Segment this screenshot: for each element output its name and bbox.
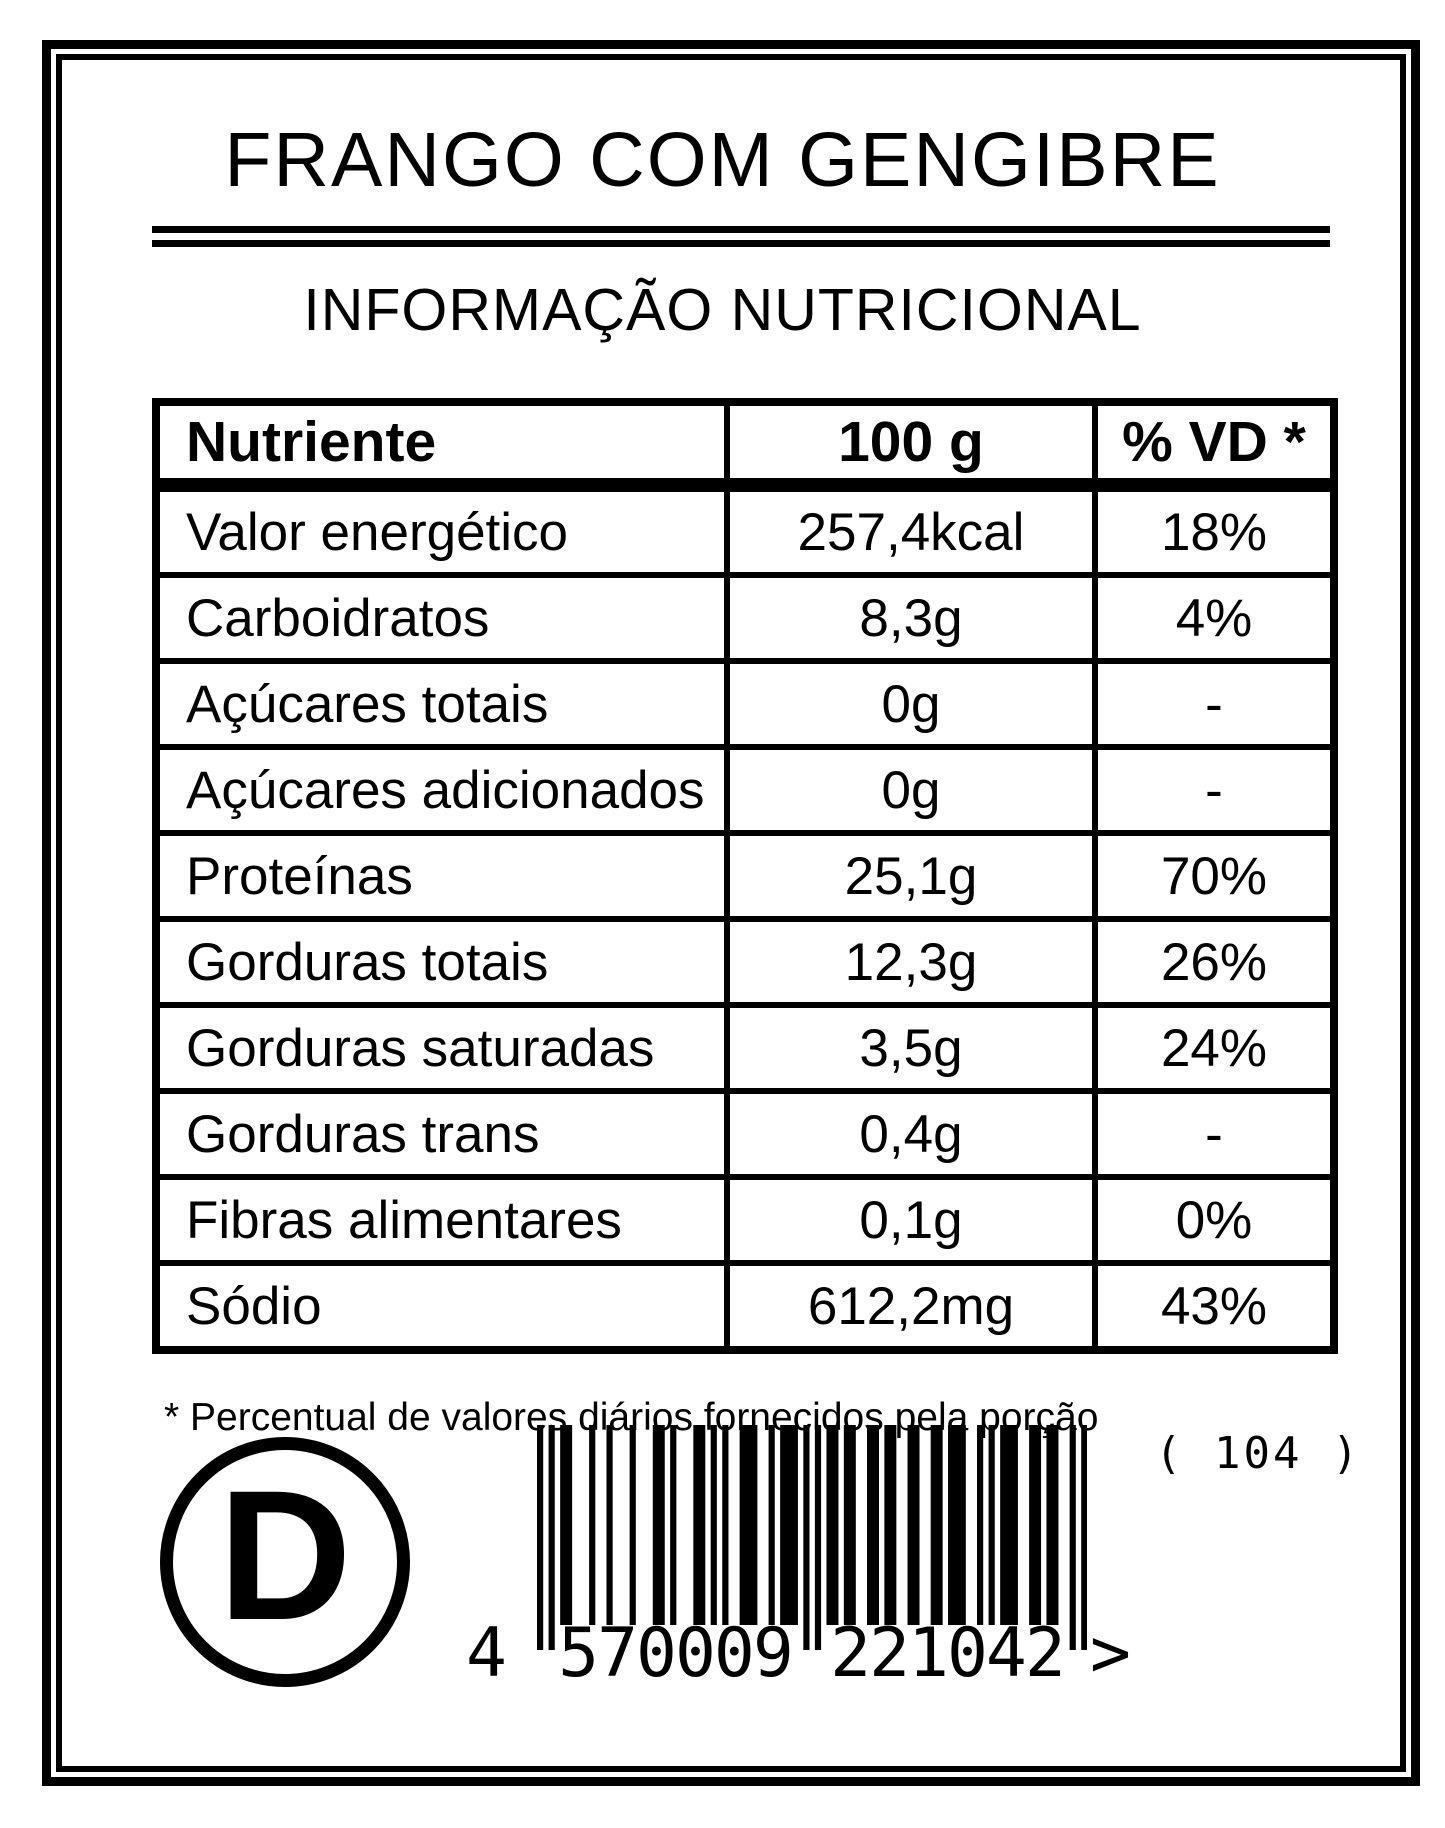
cell-nutrient: Valor energético <box>153 482 730 578</box>
table-row: Valor energético 257,4kcal 18% <box>153 482 1337 578</box>
barcode-digit-right-group: 221042 <box>830 1614 1066 1693</box>
d-mark-letter: D <box>218 1452 352 1659</box>
table-row: Gorduras totais 12,3g 26% <box>153 916 1337 1008</box>
header-daily-value: % VD * <box>1092 399 1337 492</box>
cell-amount: 612,2mg <box>724 1260 1098 1353</box>
header-row: Nutriente 100 g % VD * <box>153 399 1337 492</box>
label-frame-inner <box>56 54 1406 1772</box>
barcode-suffix: > <box>1090 1614 1131 1693</box>
cell-nutrient: Gorduras totais <box>153 916 730 1008</box>
product-title: FRANGO COM GENGIBRE <box>224 117 1221 203</box>
cell-amount: 12,3g <box>724 916 1098 1008</box>
barcode-bars <box>537 1425 1087 1650</box>
cell-amount: 3,5g <box>724 1002 1098 1094</box>
nutrition-table: Nutriente 100 g % VD * Valor energético 2… <box>152 398 1338 1354</box>
divider-line-top <box>152 226 1330 233</box>
cell-daily-value: 43% <box>1092 1260 1337 1353</box>
cell-amount: 0,1g <box>724 1174 1098 1266</box>
table-row: Açúcares adicionados 0g - <box>153 744 1337 836</box>
cell-daily-value: 0% <box>1092 1174 1337 1266</box>
cell-amount: 0g <box>724 658 1098 750</box>
cell-nutrient: Açúcares adicionados <box>153 744 730 836</box>
divider-line-bottom <box>152 240 1330 247</box>
table-row: Proteínas 25,1g 70% <box>153 830 1337 922</box>
header-amount: 100 g <box>724 399 1098 492</box>
cell-daily-value: 24% <box>1092 1002 1337 1094</box>
table-row: Gorduras trans 0,4g - <box>153 1088 1337 1180</box>
d-mark-circle: D <box>160 1437 410 1687</box>
cell-amount: 25,1g <box>724 830 1098 922</box>
cell-amount: 8,3g <box>724 572 1098 664</box>
label-frame-outer <box>42 40 1420 1786</box>
side-code: ( 104 ) <box>1155 1428 1362 1479</box>
nutrition-table-header: Nutriente 100 g % VD * <box>153 399 1337 492</box>
nutrition-table-body: Valor energético 257,4kcal 18% Carboidratos… <box>153 482 1337 1353</box>
divider-gap <box>152 233 1330 240</box>
cell-daily-value: 26% <box>1092 916 1337 1008</box>
barcode-digit-left-group: 570009 <box>558 1614 794 1693</box>
cell-daily-value: 70% <box>1092 830 1337 922</box>
table-row: Sódio 612,2mg 43% <box>153 1260 1337 1353</box>
table-row: Fibras alimentares 0,1g 0% <box>153 1174 1337 1266</box>
cell-daily-value: - <box>1092 658 1337 750</box>
cell-nutrient: Açúcares totais <box>153 658 730 750</box>
title-divider <box>152 226 1330 247</box>
table-row: Açúcares totais 0g - <box>153 658 1337 750</box>
cell-daily-value: - <box>1092 744 1337 836</box>
cell-amount: 257,4kcal <box>724 482 1098 578</box>
cell-daily-value: 4% <box>1092 572 1337 664</box>
cell-amount: 0,4g <box>724 1088 1098 1180</box>
cell-nutrient: Proteínas <box>153 830 730 922</box>
cell-nutrient: Sódio <box>153 1260 730 1353</box>
table-row: Carboidratos 8,3g 4% <box>153 572 1337 664</box>
cell-daily-value: 18% <box>1092 482 1337 578</box>
header-nutrient: Nutriente <box>153 399 730 492</box>
table-row: Gorduras saturadas 3,5g 24% <box>153 1002 1337 1094</box>
cell-amount: 0g <box>724 744 1098 836</box>
cell-nutrient: Fibras alimentares <box>153 1174 730 1266</box>
cell-nutrient: Carboidratos <box>153 572 730 664</box>
barcode-digit-first: 4 <box>466 1614 507 1693</box>
section-title: INFORMAÇÃO NUTRICIONAL <box>303 277 1142 343</box>
cell-nutrient: Gorduras trans <box>153 1088 730 1180</box>
cell-nutrient: Gorduras saturadas <box>153 1002 730 1094</box>
cell-daily-value: - <box>1092 1088 1337 1180</box>
